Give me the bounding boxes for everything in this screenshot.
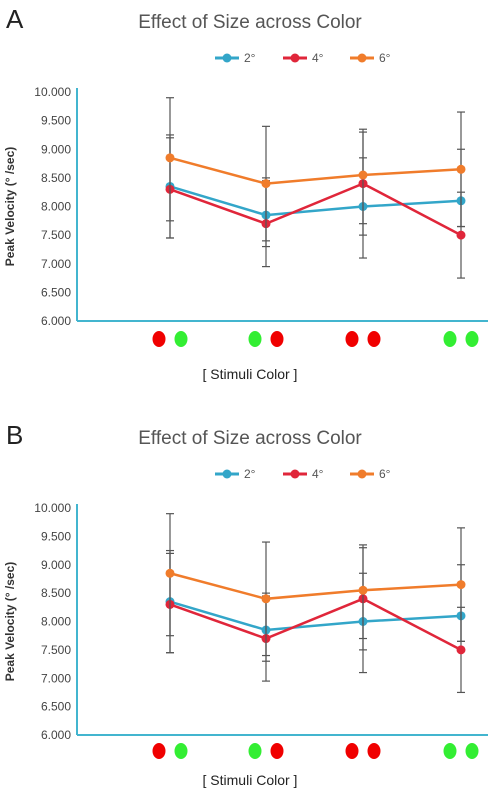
category-green-dot [248, 743, 262, 759]
y-tick-label: 6.000 [41, 314, 71, 328]
legend-label: 2° [244, 467, 256, 481]
series-s6 [165, 97, 466, 248]
series-line [169, 572, 462, 601]
data-point [456, 164, 466, 174]
panel-label: A [6, 4, 24, 34]
category-red-dot [152, 743, 166, 759]
y-tick-label: 9.000 [41, 142, 71, 156]
data-point [456, 230, 466, 240]
category-red-dot [367, 331, 381, 347]
legend-label: 4° [312, 467, 324, 481]
series-line [169, 182, 462, 237]
y-tick-label: 6.500 [41, 700, 71, 714]
y-tick-label: 9.500 [41, 529, 71, 543]
series-s6 [165, 513, 466, 662]
legend-marker [290, 53, 300, 63]
legend: 2° 4° 6° [215, 467, 391, 481]
chart-title: Effect of Size across Color [138, 428, 362, 449]
category-red-dot [270, 743, 284, 759]
data-point [358, 170, 368, 180]
y-tick-label: 6.000 [41, 728, 71, 742]
legend-marker [222, 53, 232, 63]
category-green-dot [174, 331, 188, 347]
series-line [169, 156, 462, 185]
category-green-dot [465, 743, 479, 759]
data-point [456, 580, 466, 590]
category-red-dot [345, 743, 359, 759]
series-line [169, 185, 462, 217]
series-s2 [165, 137, 466, 242]
y-tick-label: 8.500 [41, 586, 71, 600]
category-red-dot [345, 331, 359, 347]
y-tick-label: 7.500 [41, 643, 71, 657]
chart-plot: 2° 4° 6° 10.000 9.500 9.000 8.500 8.000 7.500 7.0… [3, 467, 488, 759]
y-tick-label: 7.000 [41, 257, 71, 271]
data-point [358, 585, 368, 595]
data-point [261, 594, 271, 604]
x-axis-label: [ Stimuli Color ] [202, 366, 298, 382]
y-tick-label: 7.500 [41, 228, 71, 242]
y-tick-label: 10.000 [34, 85, 71, 99]
legend-marker [222, 469, 232, 479]
data-point [456, 645, 466, 655]
series-line [169, 600, 462, 632]
panel-label: B [6, 420, 24, 450]
legend: 2° 4° 6° [215, 51, 391, 65]
legend-label: 6° [379, 51, 391, 65]
y-tick-label: 9.500 [41, 114, 71, 128]
category-green-dot [248, 331, 262, 347]
category-green-dot [443, 331, 457, 347]
legend-marker [357, 469, 367, 479]
chart-panel-b: B Effect of Size across Color 2° 4° 6° 10.0… [0, 416, 500, 796]
y-tick-label: 8.500 [41, 171, 71, 185]
category-red-dot [270, 331, 284, 347]
y-tick-label: 8.000 [41, 615, 71, 629]
y-tick-label: 10.000 [34, 501, 71, 515]
legend-marker [290, 469, 300, 479]
chart-panel-a: A Effect of Size across Color 2° 4° 6° 10.0… [3, 4, 488, 382]
y-tick-label: 7.000 [41, 671, 71, 685]
x-axis-label: [ Stimuli Color ] [202, 772, 298, 788]
data-point [165, 153, 175, 163]
legend-label: 6° [379, 467, 391, 481]
legend-marker [357, 53, 367, 63]
series-line [169, 597, 462, 651]
category-green-dot [465, 331, 479, 347]
y-axis-label: Peak Velocity (° /sec) [3, 147, 17, 267]
category-green-dot [174, 743, 188, 759]
y-tick-label: 9.000 [41, 558, 71, 572]
data-point [261, 179, 271, 189]
data-point [165, 568, 175, 578]
y-tick-label: 8.000 [41, 200, 71, 214]
series-s2 [165, 552, 466, 657]
legend-label: 4° [312, 51, 324, 65]
chart-plot: 2° 4° 6° 10.000 9.500 9.000 8.500 8.000 7.500 7.0… [3, 51, 488, 347]
category-red-dot [367, 743, 381, 759]
category-red-dot [152, 331, 166, 347]
chart-title: Effect of Size across Color [138, 12, 362, 33]
legend-label: 2° [244, 51, 256, 65]
category-green-dot [443, 743, 457, 759]
y-tick-label: 6.500 [41, 285, 71, 299]
y-axis-label: Peak Velocity (° /sec) [3, 562, 17, 682]
